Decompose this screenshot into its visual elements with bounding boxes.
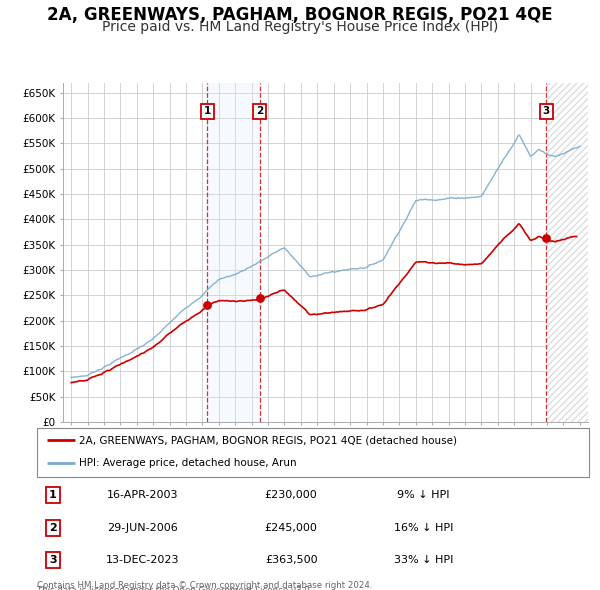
Bar bbox=[207, 83, 260, 422]
Text: Contains HM Land Registry data © Crown copyright and database right 2024.: Contains HM Land Registry data © Crown c… bbox=[37, 581, 373, 589]
Text: 3: 3 bbox=[49, 555, 56, 565]
Text: 2A, GREENWAYS, PAGHAM, BOGNOR REGIS, PO21 4QE: 2A, GREENWAYS, PAGHAM, BOGNOR REGIS, PO2… bbox=[47, 6, 553, 24]
Text: 29-JUN-2006: 29-JUN-2006 bbox=[107, 523, 178, 533]
Text: 1: 1 bbox=[203, 106, 211, 116]
Text: 13-DEC-2023: 13-DEC-2023 bbox=[106, 555, 179, 565]
Text: 2: 2 bbox=[256, 106, 263, 116]
Point bbox=[255, 293, 265, 303]
Text: Price paid vs. HM Land Registry's House Price Index (HPI): Price paid vs. HM Land Registry's House … bbox=[102, 20, 498, 34]
Text: 16-APR-2003: 16-APR-2003 bbox=[106, 490, 178, 500]
Text: 16% ↓ HPI: 16% ↓ HPI bbox=[394, 523, 453, 533]
Text: 33% ↓ HPI: 33% ↓ HPI bbox=[394, 555, 453, 565]
Text: 3: 3 bbox=[542, 106, 550, 116]
Text: £230,000: £230,000 bbox=[265, 490, 317, 500]
Text: 2A, GREENWAYS, PAGHAM, BOGNOR REGIS, PO21 4QE (detached house): 2A, GREENWAYS, PAGHAM, BOGNOR REGIS, PO2… bbox=[79, 435, 457, 445]
Text: 2: 2 bbox=[49, 523, 56, 533]
Text: £245,000: £245,000 bbox=[265, 523, 317, 533]
FancyBboxPatch shape bbox=[37, 428, 589, 477]
Bar bbox=[546, 83, 588, 422]
Text: HPI: Average price, detached house, Arun: HPI: Average price, detached house, Arun bbox=[79, 458, 296, 468]
Point bbox=[541, 233, 551, 242]
Text: £363,500: £363,500 bbox=[265, 555, 317, 565]
Text: This data is licensed under the Open Government Licence v3.0.: This data is licensed under the Open Gov… bbox=[37, 586, 313, 590]
Text: 1: 1 bbox=[49, 490, 56, 500]
Text: 9% ↓ HPI: 9% ↓ HPI bbox=[397, 490, 450, 500]
Point bbox=[202, 301, 212, 310]
Bar bbox=[546, 83, 588, 422]
